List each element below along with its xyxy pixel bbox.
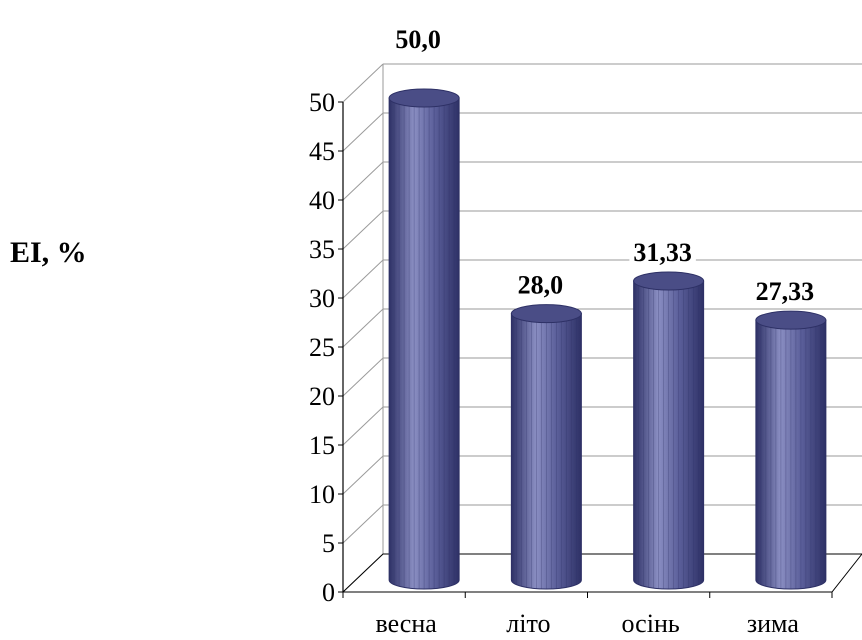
- y-tick-label: 50: [309, 88, 335, 117]
- y-tick-label: 15: [309, 431, 335, 460]
- y-tick-label: 25: [309, 333, 335, 362]
- data-label: 28,0: [518, 271, 564, 300]
- gridline-connector: [342, 357, 384, 397]
- bar: [633, 271, 705, 590]
- data-label-background: [751, 277, 819, 307]
- y-tick-label: 35: [309, 235, 335, 264]
- gridline-connector: [342, 112, 384, 152]
- gridline-connector: [342, 259, 384, 299]
- x-tick-label: зима: [747, 609, 799, 635]
- data-label-background: [629, 237, 696, 267]
- axes: [338, 101, 862, 598]
- x-tick-label: весна: [375, 609, 437, 635]
- data-label: 50,0: [395, 25, 441, 54]
- data-label-background: [513, 270, 568, 300]
- y-axis-label: EI, %: [10, 236, 87, 269]
- y-tick-label: 20: [309, 382, 335, 411]
- data-label: 31,33: [633, 238, 692, 267]
- bar: [755, 310, 827, 590]
- gridline-connector: [342, 210, 384, 250]
- gridline-connector: [342, 63, 384, 103]
- gridline-connector: [342, 455, 384, 495]
- x-tick-label: осінь: [622, 609, 680, 635]
- gridline-connector: [342, 504, 384, 544]
- floor: [341, 553, 862, 593]
- x-tick-label: літо: [506, 609, 550, 635]
- gridline-connector: [342, 161, 384, 201]
- gridline-connector: [342, 406, 384, 446]
- gridline-connector: [342, 308, 384, 348]
- data-label: 27,33: [756, 277, 815, 306]
- labels: 0 5 10 15 20 25 30 35 40 45 50 50,0 весна 28,0 літо 31,…: [309, 25, 819, 638]
- bar: [388, 88, 460, 590]
- y-tick-label: 45: [309, 137, 335, 166]
- y-tick-label: 40: [309, 186, 335, 215]
- y-tick-label: 5: [322, 529, 335, 558]
- y-tick-label: 0: [322, 578, 335, 607]
- y-tick-label: 30: [309, 284, 335, 313]
- y-tick-label: 10: [309, 480, 335, 509]
- grid: [342, 63, 862, 593]
- bars: [388, 88, 827, 590]
- bar: [510, 304, 582, 590]
- data-label-background: [391, 25, 445, 54]
